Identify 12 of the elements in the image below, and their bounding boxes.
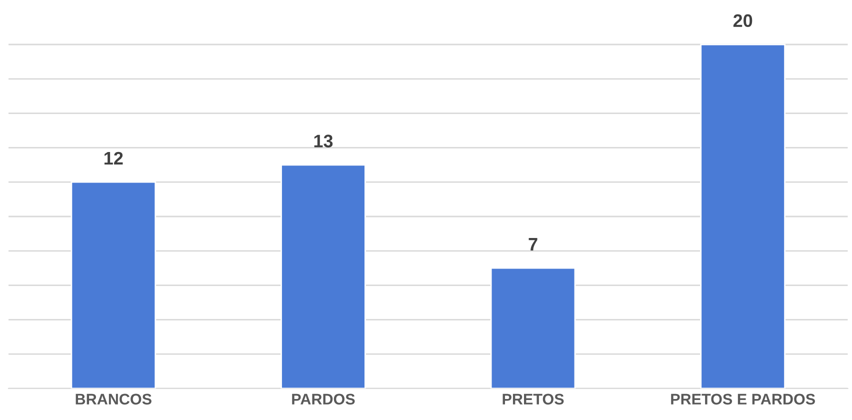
x-tick-label: BRANCOS: [76, 394, 152, 405]
data-label: 7: [528, 238, 538, 250]
bar: [70, 181, 156, 388]
bar: [490, 267, 576, 388]
x-tick-label: PRETOS E PARDOS: [671, 394, 815, 405]
data-label: 20: [733, 14, 752, 28]
bar: [700, 44, 786, 388]
x-tick-label: PRETOS: [502, 394, 564, 405]
bar: [280, 164, 366, 388]
data-label: 13: [314, 134, 333, 148]
x-tick-label: PARDOS: [292, 394, 355, 405]
data-label: 12: [104, 152, 123, 164]
